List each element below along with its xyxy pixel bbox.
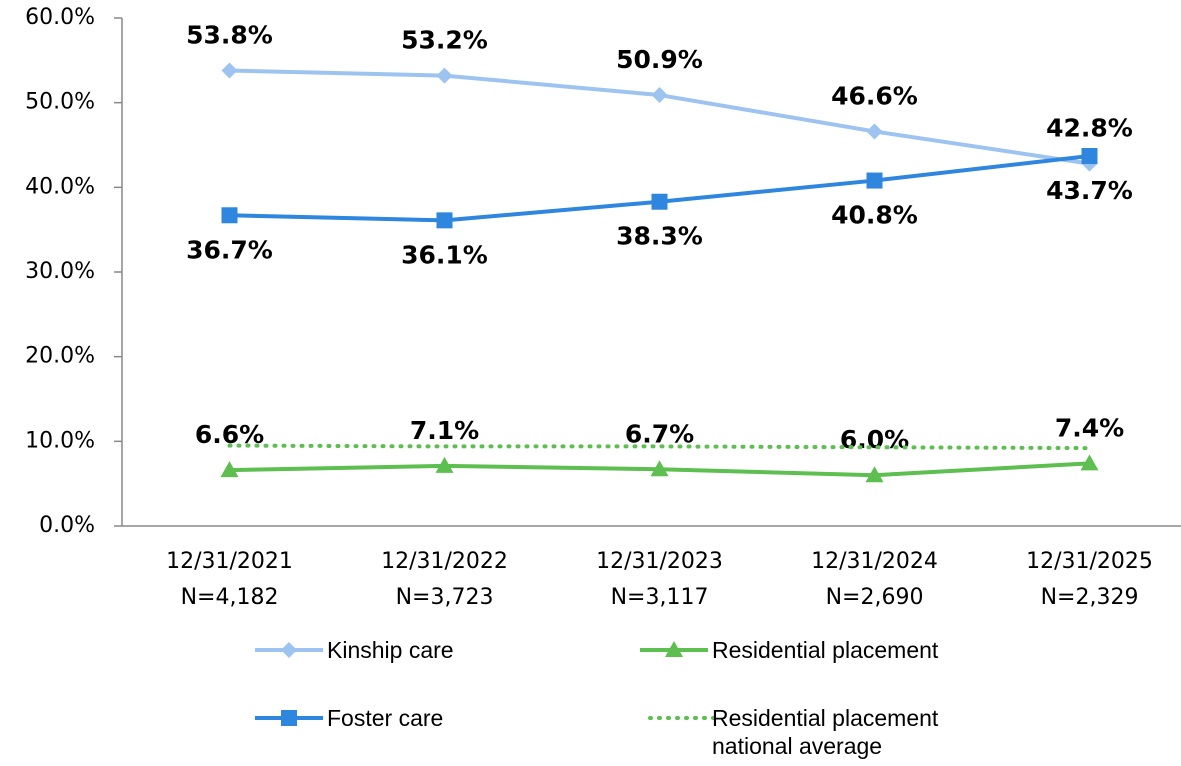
marker — [435, 456, 454, 473]
marker — [221, 207, 238, 224]
marker — [651, 193, 668, 210]
data-label: 43.7% — [1046, 176, 1133, 205]
data-label: 6.0% — [840, 425, 909, 454]
data-label: 38.3% — [616, 222, 703, 251]
marker — [436, 212, 453, 229]
x-tick-count: N=4,182 — [181, 585, 279, 610]
x-tick-label: 12/31/2023 — [596, 549, 723, 574]
legend-label: Residential placement — [712, 637, 939, 663]
marker — [1081, 148, 1098, 165]
data-label: 36.1% — [401, 240, 488, 269]
data-label: 36.7% — [186, 235, 273, 264]
series-line — [229, 154, 1090, 223]
y-tick-label: 10.0% — [25, 428, 95, 453]
marker — [281, 710, 297, 726]
x-tick-count: N=3,723 — [396, 585, 494, 610]
marker — [1080, 454, 1099, 471]
x-tick-label: 12/31/2021 — [166, 549, 293, 574]
legend-label: Kinship care — [327, 637, 454, 663]
marker — [221, 62, 238, 79]
x-tick-label: 12/31/2025 — [1026, 549, 1153, 574]
marker — [866, 123, 883, 140]
data-label: 7.1% — [410, 416, 479, 445]
series-line — [229, 68, 1090, 166]
y-tick-label: 20.0% — [25, 344, 95, 369]
legend-label: Foster care — [327, 705, 444, 731]
marker — [281, 642, 297, 658]
legend-label: Residential placement national average — [712, 705, 939, 759]
x-tick-count: N=2,329 — [1041, 585, 1139, 610]
marker — [436, 67, 453, 84]
x-tick-count: N=3,117 — [611, 585, 709, 610]
marker — [866, 172, 883, 189]
series-line — [227, 443, 1092, 451]
x-tick-label: 12/31/2022 — [381, 549, 508, 574]
marker — [650, 460, 669, 477]
data-label: 53.8% — [186, 20, 273, 49]
y-tick-label: 40.0% — [25, 174, 95, 199]
y-tick-label: 30.0% — [25, 259, 95, 284]
y-tick-label: 0.0% — [39, 513, 95, 538]
x-tick-label: 12/31/2024 — [811, 549, 938, 574]
marker — [865, 466, 884, 483]
data-label: 40.8% — [831, 201, 918, 230]
marker — [651, 87, 668, 104]
data-label: 53.2% — [401, 26, 488, 55]
y-tick-label: 60.0% — [25, 5, 95, 30]
data-label: 7.4% — [1055, 413, 1124, 442]
data-label: 42.8% — [1046, 114, 1133, 143]
y-tick-label: 50.0% — [25, 90, 95, 115]
data-label: 50.9% — [616, 45, 703, 74]
marker — [665, 641, 683, 657]
x-tick-count: N=2,690 — [826, 585, 924, 610]
marker — [220, 461, 239, 478]
data-label: 6.7% — [625, 419, 694, 448]
data-label: 46.6% — [831, 81, 918, 110]
